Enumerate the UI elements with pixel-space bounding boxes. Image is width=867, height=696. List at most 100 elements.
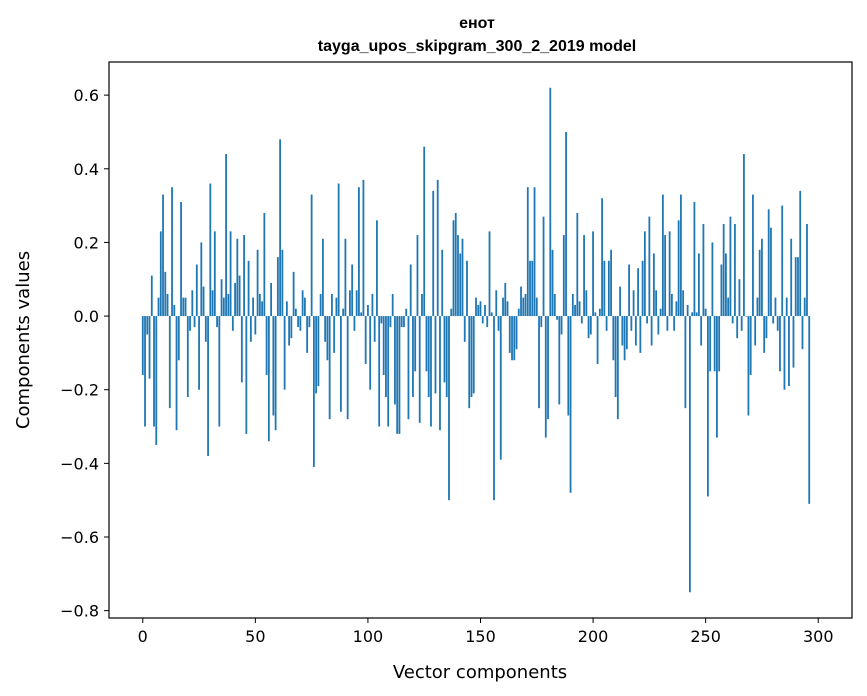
bar-81	[324, 316, 327, 342]
bar-182	[551, 249, 554, 317]
bar-229	[657, 316, 660, 335]
bar-51	[256, 249, 259, 317]
y-tick-label: 0.6	[74, 86, 99, 105]
bar-185	[558, 316, 561, 405]
bar-70	[299, 316, 302, 331]
bar-261	[729, 216, 732, 317]
bar-68	[294, 308, 297, 317]
bar-257	[720, 264, 723, 317]
y-tick-label: −0.6	[60, 528, 99, 547]
bar-9	[162, 194, 164, 317]
bar-101	[369, 316, 372, 390]
bar-86	[335, 297, 338, 317]
bar-134	[443, 316, 446, 383]
bar-93	[351, 264, 354, 317]
bar-196	[583, 235, 585, 317]
bar-49	[252, 297, 254, 317]
bar-272	[754, 316, 757, 346]
bar-213	[621, 316, 624, 346]
bar-291	[797, 257, 799, 317]
bar-288	[790, 238, 793, 317]
bar-206	[605, 316, 608, 331]
bar-105	[378, 316, 381, 427]
bar-87	[337, 183, 340, 317]
x-tick-label: 200	[578, 627, 609, 646]
bar-166	[515, 316, 518, 350]
bar-236	[673, 316, 676, 331]
bar-6	[155, 316, 158, 445]
bar-238	[677, 220, 680, 317]
bar-76	[312, 316, 315, 468]
bar-217	[630, 316, 633, 331]
bar-148	[475, 297, 477, 317]
y-tick-label: −0.2	[60, 381, 99, 400]
bar-130	[434, 316, 437, 394]
bar-277	[765, 316, 768, 339]
bar-203	[598, 308, 601, 317]
bar-136	[448, 316, 450, 501]
bar-22	[191, 290, 194, 317]
bar-176	[538, 316, 540, 409]
bar-216	[628, 264, 631, 317]
bar-172	[529, 260, 531, 317]
bar-7	[157, 297, 160, 317]
bar-85	[333, 316, 336, 353]
bar-71	[301, 290, 304, 317]
bar-5	[153, 316, 155, 427]
bar-193	[576, 212, 579, 317]
bar-178	[542, 216, 545, 317]
bar-series	[141, 87, 811, 593]
y-tick-label: 0.2	[74, 233, 99, 252]
bar-80	[321, 238, 324, 317]
bar-199	[589, 316, 592, 335]
x-axis-label: Vector components	[393, 662, 567, 683]
bar-1	[144, 316, 146, 427]
bar-156	[493, 316, 495, 501]
bar-8	[159, 231, 162, 317]
plot-frame	[108, 61, 853, 619]
bar-138	[452, 220, 455, 317]
bar-237	[675, 301, 678, 317]
bar-285	[783, 316, 786, 390]
bar-123	[418, 316, 421, 423]
bar-270	[749, 316, 752, 375]
bar-74	[308, 316, 311, 328]
bar-266	[740, 316, 743, 331]
bar-173	[531, 260, 534, 317]
bar-58	[272, 316, 275, 416]
x-tick-label: 150	[465, 627, 496, 646]
bar-278	[767, 209, 770, 317]
bar-258	[722, 224, 725, 317]
bar-83	[328, 316, 331, 420]
bar-235	[670, 293, 673, 317]
bar-26	[200, 242, 203, 317]
bar-226	[650, 316, 653, 346]
bar-82	[326, 316, 329, 361]
bar-55	[265, 316, 268, 375]
x-tick-label: 50	[245, 627, 265, 646]
bar-139	[454, 212, 457, 317]
bar-69	[297, 316, 300, 328]
bar-154	[488, 231, 491, 317]
y-axis-ticks: −0.8 −0.6 −0.4 −0.2 0.0 0.2 0.4 0.6	[60, 86, 109, 621]
bar-18	[182, 297, 185, 317]
bar-293	[801, 316, 804, 350]
bar-95	[355, 290, 358, 317]
bar-128	[430, 316, 432, 427]
bar-225	[648, 216, 651, 317]
bar-271	[752, 194, 754, 317]
bar-60	[276, 257, 279, 317]
bar-46	[245, 316, 248, 434]
bar-52	[258, 293, 261, 317]
bar-45	[243, 235, 245, 317]
bar-124	[421, 293, 423, 317]
bar-164	[511, 316, 513, 361]
bar-48	[249, 316, 252, 342]
bar-214	[623, 316, 626, 361]
bar-25	[198, 316, 200, 390]
bar-250	[704, 308, 707, 317]
bar-259	[725, 253, 727, 317]
bar-170	[524, 293, 527, 317]
bar-150	[479, 301, 482, 317]
